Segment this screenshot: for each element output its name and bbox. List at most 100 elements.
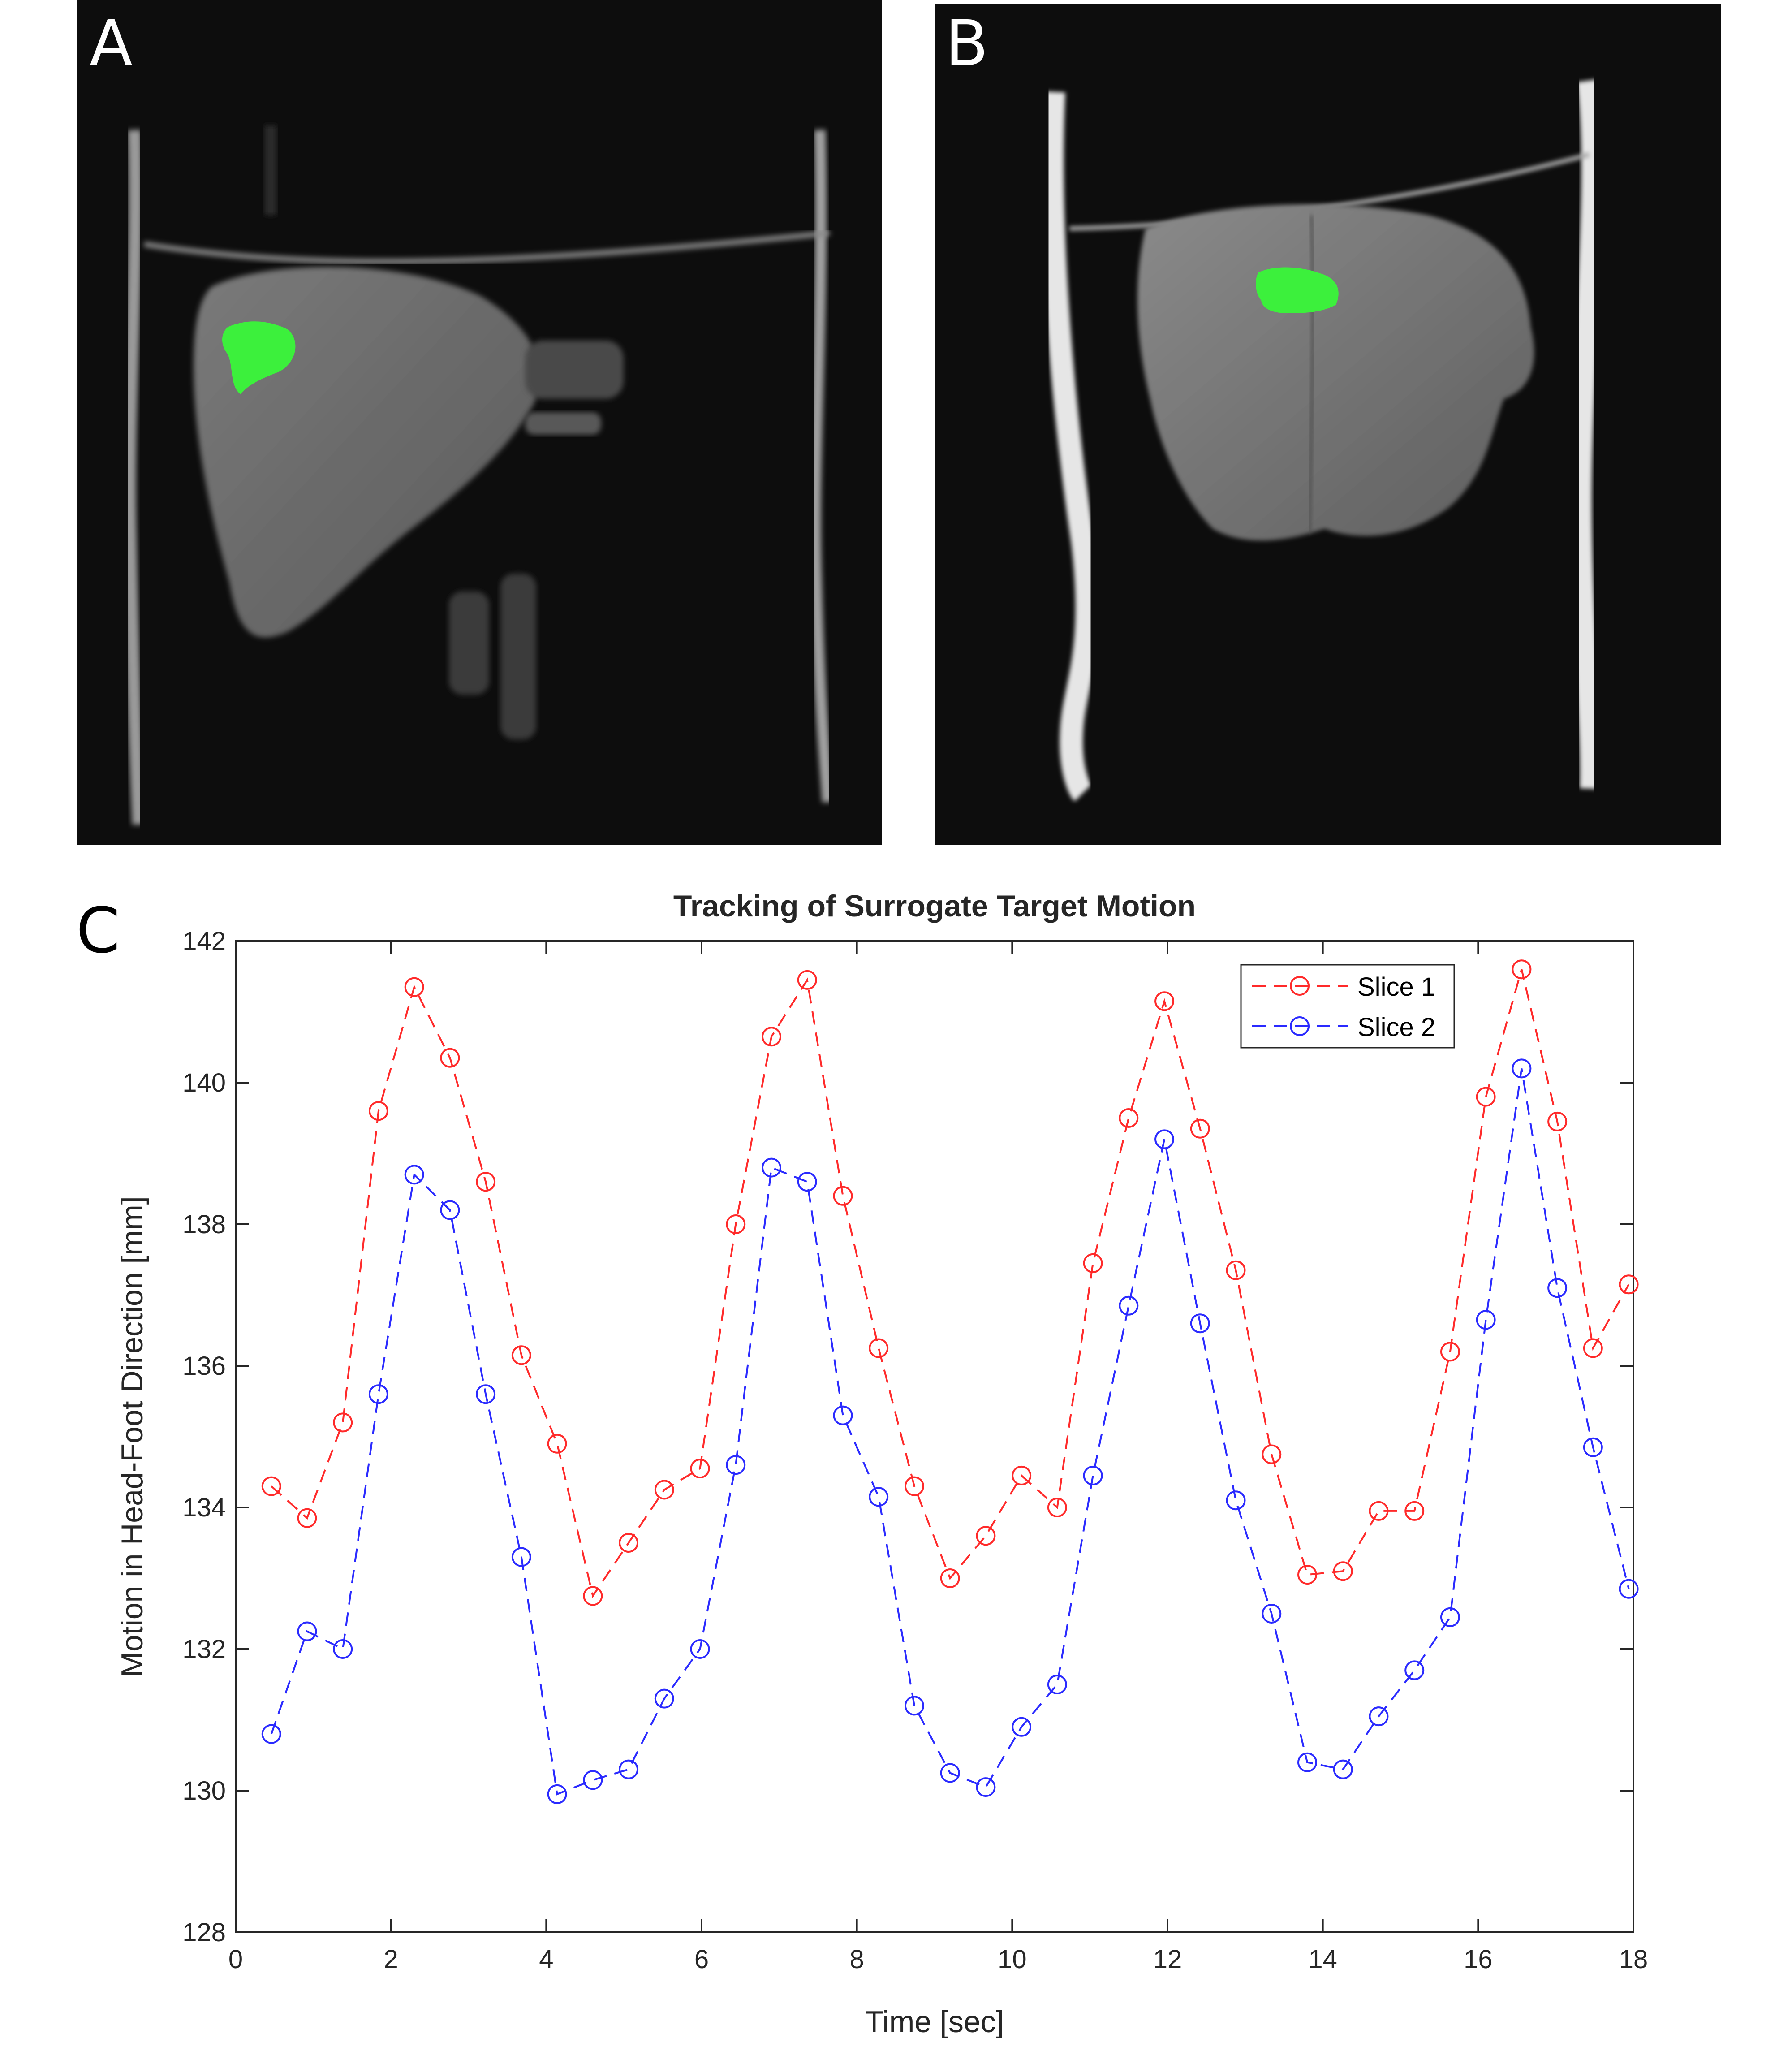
data-point-slice1 <box>1619 1274 1639 1295</box>
liver-fissure <box>1308 215 1315 534</box>
data-point-slice1 <box>1083 1253 1103 1273</box>
legend: Slice 1 Slice 2 <box>1240 964 1455 1049</box>
data-point-slice2 <box>904 1696 924 1716</box>
y-axis: 128 130 132 134 136 138 140 142 <box>182 927 1633 1947</box>
support-rod-left <box>122 130 146 825</box>
data-point-slice2 <box>869 1487 889 1507</box>
data-point-slice1 <box>976 1526 996 1546</box>
data-point-slice1 <box>1226 1260 1246 1280</box>
tumor-target-b <box>1256 267 1339 313</box>
data-point-slice2 <box>1190 1313 1210 1334</box>
data-point-slice2 <box>1619 1579 1639 1599</box>
x-axis: 0 2 4 6 8 10 12 14 16 18 <box>228 941 1648 1974</box>
data-point-slice1 <box>833 1186 853 1206</box>
series-layer <box>261 959 1639 1804</box>
data-point-slice1 <box>619 1533 639 1553</box>
chart-title: Tracking of Surrogate Target Motion <box>673 889 1196 923</box>
x-axis-label: Time [sec] <box>865 2005 1004 2039</box>
data-point-slice1 <box>1512 959 1532 980</box>
gut-structure-2 <box>500 574 536 739</box>
data-point-slice1 <box>261 1476 281 1496</box>
data-point-slice2 <box>333 1639 353 1659</box>
data-point-slice2 <box>1262 1604 1282 1624</box>
y-tick-label: 134 <box>182 1493 226 1522</box>
data-point-slice1 <box>1262 1444 1282 1464</box>
x-tick-label: 2 <box>384 1945 398 1974</box>
data-point-slice1 <box>476 1172 496 1192</box>
data-point-slice1 <box>797 970 817 990</box>
data-point-slice2 <box>476 1384 496 1404</box>
data-point-slice1 <box>726 1214 746 1234</box>
y-tick-label: 130 <box>182 1776 226 1805</box>
data-point-slice1 <box>1476 1087 1496 1107</box>
x-tick-label: 10 <box>998 1945 1027 1974</box>
data-point-slice2 <box>1440 1607 1460 1627</box>
kidney-tissue <box>525 341 624 399</box>
mri-panel-a <box>77 0 882 845</box>
x-tick-label: 14 <box>1308 1945 1337 1974</box>
x-tick-label: 18 <box>1619 1945 1648 1974</box>
data-point-slice2 <box>1369 1706 1389 1727</box>
legend-label-slice2: Slice 2 <box>1357 1013 1435 1042</box>
series-line-slice1 <box>271 969 1630 1598</box>
tumor-target-a <box>222 321 296 394</box>
data-point-slice2 <box>440 1200 460 1220</box>
data-point-slice1 <box>1012 1465 1032 1485</box>
data-point-slice2 <box>797 1172 817 1192</box>
support-rod-right <box>809 130 834 803</box>
data-point-slice2 <box>1226 1490 1246 1511</box>
y-axis-label: Motion in Head-Foot Direction [mm] <box>115 1196 149 1677</box>
data-point-slice1 <box>1583 1338 1603 1358</box>
data-point-slice1 <box>1440 1342 1460 1362</box>
data-point-slice1 <box>511 1345 531 1365</box>
legend-box <box>1240 964 1455 1049</box>
data-point-slice2 <box>583 1770 603 1790</box>
x-tick-label: 0 <box>228 1945 243 1974</box>
y-tick-label: 128 <box>182 1918 226 1947</box>
kidney-tissue-lower <box>525 412 601 435</box>
data-point-slice1 <box>904 1476 924 1496</box>
x-tick-label: 4 <box>539 1945 553 1974</box>
x-tick-label: 16 <box>1464 1945 1493 1974</box>
support-rod-left <box>1040 91 1099 802</box>
mri-image-a <box>122 125 834 825</box>
data-point-slice2 <box>1512 1058 1532 1079</box>
data-point-slice2 <box>1083 1465 1103 1485</box>
data-point-slice2 <box>654 1688 674 1709</box>
data-point-slice2 <box>404 1165 424 1185</box>
support-wire <box>144 230 830 264</box>
data-point-slice2 <box>261 1724 281 1744</box>
data-point-slice1 <box>1119 1108 1139 1128</box>
data-point-slice2 <box>1047 1675 1067 1694</box>
data-point-slice1 <box>1547 1111 1568 1131</box>
data-point-slice1 <box>1297 1565 1317 1585</box>
mri-panel-b <box>935 4 1721 845</box>
data-point-slice2 <box>619 1759 639 1779</box>
panel-label-a: A <box>90 7 133 80</box>
panel-label-b: B <box>945 7 989 80</box>
data-point-slice2 <box>726 1455 746 1475</box>
data-point-slice1 <box>1404 1501 1425 1521</box>
data-point-slice2 <box>1297 1752 1317 1772</box>
y-tick-label: 132 <box>182 1635 226 1664</box>
data-point-slice1 <box>940 1568 960 1588</box>
data-point-slice1 <box>404 977 424 997</box>
data-point-slice2 <box>976 1777 996 1797</box>
liver-tissue <box>1137 204 1534 541</box>
data-point-slice1 <box>654 1480 674 1500</box>
data-point-slice1 <box>1154 991 1175 1011</box>
gut-structure-1 <box>449 592 489 695</box>
data-point-slice2 <box>1154 1129 1175 1149</box>
data-point-slice2 <box>1333 1759 1353 1779</box>
data-point-slice2 <box>833 1405 853 1425</box>
data-point-slice1 <box>368 1101 388 1121</box>
data-point-slice1 <box>333 1412 353 1433</box>
y-tick-label: 142 <box>182 927 226 956</box>
data-point-slice2 <box>1012 1717 1032 1737</box>
data-point-slice2 <box>297 1621 317 1641</box>
y-tick-label: 136 <box>182 1352 226 1381</box>
data-point-slice1 <box>690 1459 710 1479</box>
y-tick-label: 138 <box>182 1210 226 1239</box>
mri-image-b <box>1040 79 1605 802</box>
